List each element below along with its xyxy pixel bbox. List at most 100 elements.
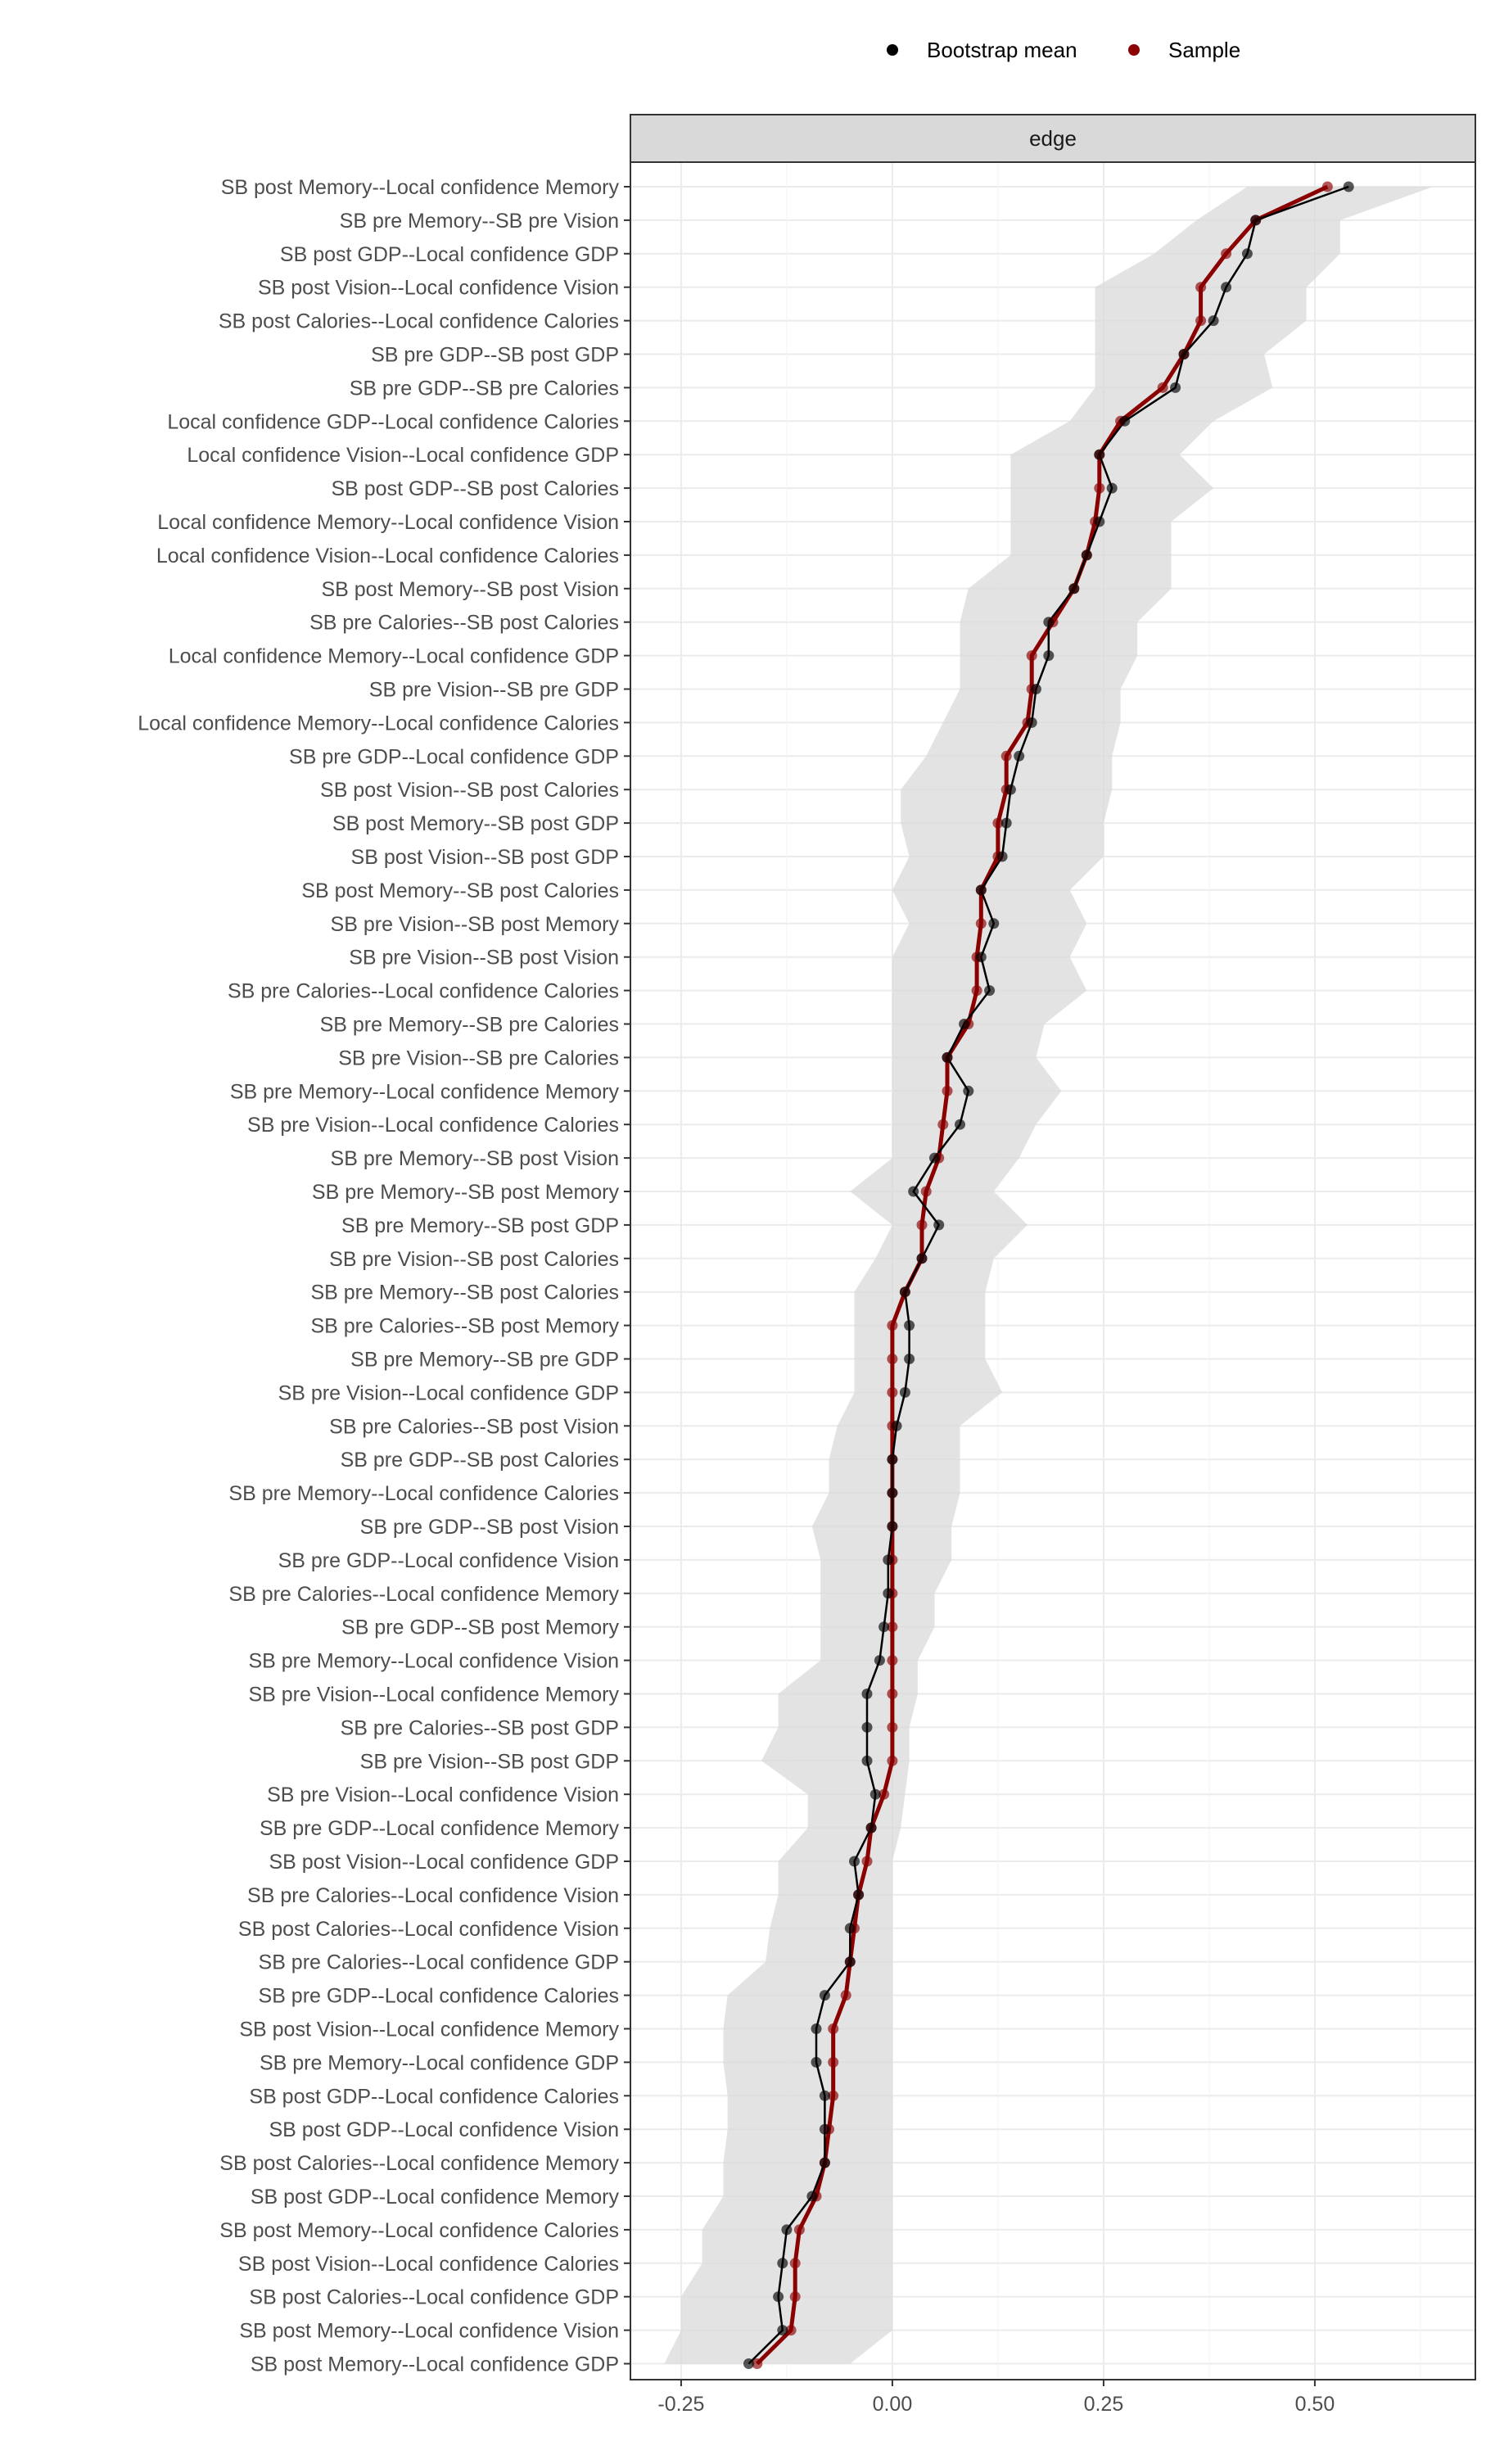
y-tick-label: SB pre Calories--Local confidence GDP: [259, 1951, 619, 1974]
y-tick-label: SB pre Memory--Local confidence Memory: [230, 1080, 620, 1103]
point-bootstrap-mean: [811, 2056, 822, 2068]
point-bootstrap-mean: [1221, 282, 1232, 293]
point-sample: [887, 1655, 898, 1666]
y-tick-label: SB post Vision--Local confidence GDP: [269, 1851, 619, 1874]
point-bootstrap-mean: [908, 1186, 919, 1197]
point-sample: [916, 1219, 928, 1231]
y-tick-label: SB pre GDP--SB post Memory: [341, 1616, 619, 1639]
point-sample: [1094, 482, 1105, 494]
point-bootstrap-mean: [916, 1253, 928, 1264]
legend-label: Bootstrap mean: [927, 38, 1077, 62]
point-sample: [975, 918, 987, 929]
y-tick-label: SB pre Calories--SB post Calories: [309, 612, 619, 635]
y-tick-label: SB pre Memory--SB pre Vision: [340, 210, 619, 233]
point-bootstrap-mean: [874, 1655, 885, 1666]
y-tick-label: SB pre Vision--Local confidence Calories: [247, 1114, 619, 1137]
point-bootstrap-mean: [853, 1889, 865, 1901]
legend: Bootstrap mean Sample: [887, 38, 1240, 62]
y-tick-label: Local confidence Vision--Local confidenc…: [187, 444, 619, 467]
point-sample: [1000, 750, 1012, 762]
point-bootstrap-mean: [861, 1689, 873, 1699]
y-tick-label: SB pre Vision--Local confidence GDP: [278, 1381, 619, 1404]
point-bootstrap-mean: [887, 1487, 898, 1499]
point-bootstrap-mean: [1005, 784, 1016, 795]
y-tick-label: SB post Memory--SB post Vision: [321, 578, 619, 601]
point-bootstrap-mean: [883, 1588, 894, 1599]
point-bootstrap-mean: [861, 1721, 873, 1733]
point-sample: [1321, 181, 1333, 192]
ci-band: [664, 187, 1434, 2364]
point-bootstrap-mean: [959, 1019, 970, 1029]
y-axis-tick-labels: SB post Memory--Local confidence Memory S…: [138, 176, 619, 2376]
y-tick-label: SB post Memory--SB post GDP: [332, 812, 619, 835]
point-bootstrap-mean: [984, 985, 996, 997]
plot-panel-border: [630, 161, 1476, 2380]
y-tick-label: SB pre GDP--Local confidence GDP: [289, 745, 619, 768]
legend-key-bootstrap-mean: [887, 44, 898, 56]
point-bootstrap-mean: [1014, 750, 1025, 762]
point-sample: [920, 1186, 932, 1197]
x-tick-label: 0.50: [1295, 2393, 1335, 2416]
point-bootstrap-mean: [861, 1755, 873, 1766]
x-tick-label: 0.25: [1084, 2393, 1124, 2416]
point-bootstrap-mean: [819, 2157, 830, 2168]
y-tick-label: SB post GDP--Local confidence GDP: [280, 243, 619, 266]
y-tick-label: SB post Memory--Local confidence Memory: [221, 176, 620, 199]
y-tick-label: SB post GDP--SB post Calories: [331, 477, 619, 500]
point-bootstrap-mean: [904, 1354, 915, 1364]
y-tick-label: SB post Vision--Local confidence Vision: [258, 277, 619, 300]
point-bootstrap-mean: [929, 1152, 940, 1164]
point-sample: [828, 2023, 839, 2034]
y-tick-label: SB pre GDP--SB pre Calories: [350, 377, 619, 400]
y-tick-label: SB post Vision--SB post Calories: [320, 779, 619, 802]
point-sample: [887, 1320, 898, 1331]
y-tick-label: SB pre GDP--SB post Vision: [360, 1516, 619, 1539]
point-bootstrap-mean: [891, 1420, 902, 1431]
point-bootstrap-mean: [743, 2358, 754, 2369]
point-bootstrap-mean: [904, 1320, 915, 1331]
point-bootstrap-mean: [1081, 549, 1092, 561]
point-bootstrap-mean: [887, 1521, 898, 1532]
y-tick-label: SB post GDP--Local confidence Calories: [249, 2085, 619, 2108]
y-tick-label: SB post Calories--Local confidence Visio…: [238, 1918, 619, 1941]
point-bootstrap-mean: [869, 1788, 881, 1800]
point-bootstrap-mean: [819, 1990, 830, 2001]
legend-key-sample: [1128, 44, 1140, 56]
y-tick-label: SB post Calories--Local confidence Calor…: [219, 310, 619, 333]
y-tick-label: SB pre Memory--SB pre GDP: [350, 1349, 619, 1372]
y-tick-label: SB pre Memory--Local confidence Calories: [228, 1482, 619, 1505]
y-tick-label: Local confidence GDP--Local confidence C…: [167, 410, 619, 433]
point-bootstrap-mean: [777, 2325, 788, 2336]
point-bootstrap-mean: [879, 1621, 890, 1633]
y-axis-ticks: [624, 186, 630, 2365]
y-tick-label: Local confidence Memory--Local confidenc…: [138, 712, 619, 735]
y-tick-label: Local confidence Vision--Local confidenc…: [156, 545, 619, 567]
point-sample: [879, 1788, 890, 1800]
point-bootstrap-mean: [988, 918, 1000, 929]
y-tick-label: SB pre Memory--SB pre Calories: [320, 1014, 619, 1037]
point-bootstrap-mean: [844, 1923, 856, 1934]
point-bootstrap-mean: [1119, 415, 1131, 427]
y-tick-label: SB pre GDP--SB post GDP: [371, 344, 619, 367]
point-bootstrap-mean: [849, 1856, 860, 1867]
y-tick-label: SB pre Calories--SB post Memory: [310, 1315, 619, 1338]
y-tick-label: SB pre GDP--Local confidence Calories: [259, 1985, 619, 2008]
y-tick-label: SB post Memory--Local confidence GDP: [251, 2353, 619, 2376]
series-line-bootstrap-mean: [748, 185, 1349, 2365]
y-tick-label: SB pre Memory--SB post GDP: [341, 1214, 619, 1237]
point-bootstrap-mean: [1043, 650, 1055, 662]
facet-strip-label: edge: [1029, 126, 1077, 151]
y-tick-label: SB pre Vision--Local confidence Vision: [267, 1784, 619, 1806]
point-bootstrap-mean: [865, 1822, 877, 1833]
point-sample: [887, 1689, 898, 1699]
point-sample: [1026, 650, 1037, 662]
point-bootstrap-mean: [1026, 717, 1037, 728]
point-sample: [752, 2358, 763, 2369]
y-tick-label: SB pre Vision--SB post GDP: [360, 1750, 619, 1773]
point-bootstrap-mean: [773, 2291, 784, 2303]
point-bootstrap-mean: [996, 851, 1008, 862]
legend-label: Sample: [1168, 38, 1240, 62]
point-bootstrap-mean: [1178, 349, 1190, 359]
y-tick-label: SB pre Vision--SB post Vision: [349, 947, 619, 970]
